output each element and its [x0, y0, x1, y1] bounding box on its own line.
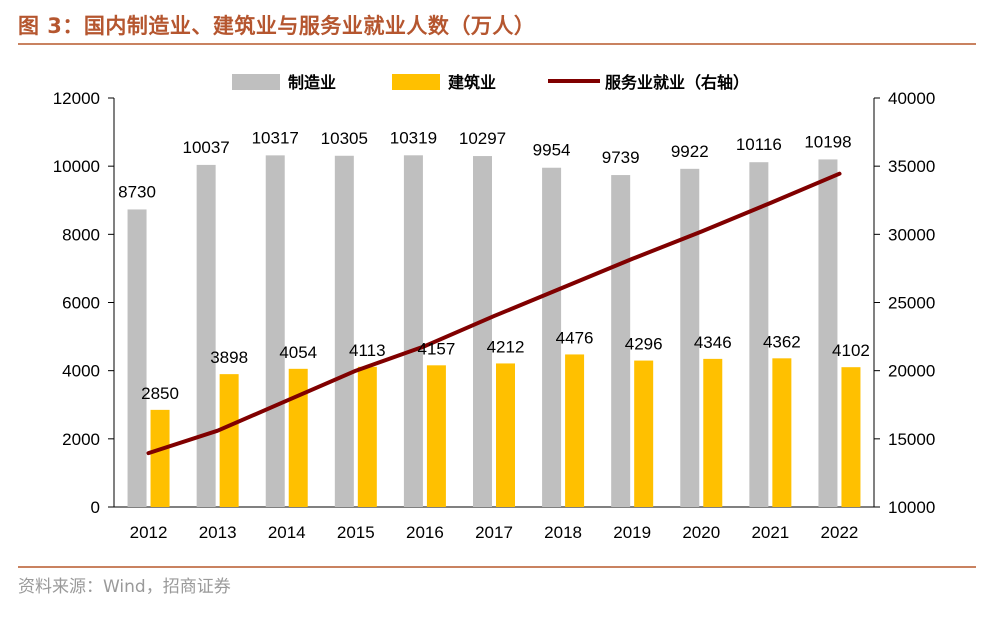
x-axis-tick-label: 2019 — [613, 523, 651, 542]
manufacturing-bar — [542, 167, 562, 507]
services-line-group — [146, 171, 842, 456]
bars — [127, 155, 861, 508]
right-axis-tick-label: 30000 — [888, 225, 935, 244]
services-line — [146, 171, 842, 456]
construction-bar — [841, 367, 861, 507]
x-axis-tick-label: 2020 — [682, 523, 720, 542]
manufacturing-bar — [473, 156, 492, 507]
construction-value-label: 2850 — [141, 384, 179, 403]
manufacturing-bar — [611, 175, 631, 507]
manufacturing-value-label: 10037 — [182, 138, 229, 157]
x-axis-tick-label: 2013 — [199, 523, 237, 542]
construction-value-label: 4346 — [694, 333, 732, 352]
right-axis-tick-label: 35000 — [888, 157, 935, 176]
construction-bar — [426, 365, 446, 507]
manufacturing-bar — [334, 155, 354, 508]
manufacturing-value-label: 10317 — [252, 128, 299, 147]
x-axis-tick-label: 2014 — [268, 523, 306, 542]
manufacturing-bar — [749, 162, 769, 507]
legend-label-construction: 建筑业 — [448, 73, 496, 92]
left-axis-tick-label: 10000 — [53, 157, 100, 176]
figure-title: 图 3：国内制造业、建筑业与服务业就业人数（万人） — [18, 14, 536, 38]
x-axis-tick-label: 2017 — [475, 523, 513, 542]
manufacturing-value-label: 10305 — [321, 129, 368, 148]
source-note: 资料来源：Wind，招商证券 — [18, 577, 231, 597]
left-axis-tick-label: 12000 — [53, 89, 100, 108]
construction-bar — [288, 368, 308, 507]
construction-value-label: 4054 — [279, 343, 317, 362]
manufacturing-bar — [196, 164, 216, 507]
manufacturing-value-label: 8730 — [118, 182, 156, 201]
construction-value-label: 4212 — [487, 337, 525, 356]
right-axis-tick-label: 15000 — [888, 430, 935, 449]
construction-bar — [219, 374, 239, 507]
manufacturing-bar — [680, 168, 700, 507]
x-axis-tick-label: 2015 — [337, 523, 375, 542]
construction-bar — [150, 409, 170, 507]
construction-value-label: 4296 — [625, 335, 663, 354]
manufacturing-value-label: 9954 — [533, 141, 571, 160]
left-axis-tick-label: 6000 — [62, 294, 100, 313]
construction-value-label: 3898 — [210, 348, 248, 367]
x-axis-tick-label: 2018 — [544, 523, 582, 542]
manufacturing-bar — [818, 159, 838, 508]
legend-swatch-manufacturing — [232, 74, 280, 90]
legend-swatch-construction — [392, 74, 440, 90]
left-axis-tick-label: 4000 — [62, 362, 100, 381]
manufacturing-bar — [265, 155, 285, 507]
legend-label-services: 服务业就业（右轴） — [605, 73, 749, 92]
manufacturing-bar — [403, 155, 423, 508]
title-rule — [18, 43, 976, 45]
construction-bar — [496, 363, 515, 507]
construction-value-label: 4157 — [417, 339, 455, 358]
manufacturing-value-label: 9739 — [602, 148, 640, 167]
right-axis-tick-label: 25000 — [888, 294, 935, 313]
left-axis-tick-label: 2000 — [62, 430, 100, 449]
construction-value-label: 4362 — [763, 332, 801, 351]
construction-value-label: 4113 — [349, 341, 386, 360]
manufacturing-value-label: 10116 — [736, 135, 782, 154]
right-axis-tick-label: 40000 — [888, 89, 935, 108]
legend: 制造业 建筑业 服务业就业（右轴） — [232, 73, 749, 92]
x-axis-tick-label: 2021 — [751, 523, 789, 542]
x-axis-tick-label: 2012 — [130, 523, 168, 542]
right-axis-tick-label: 10000 — [888, 498, 935, 517]
manufacturing-bar — [127, 209, 147, 507]
construction-bar — [634, 360, 654, 507]
construction-bar — [357, 366, 377, 507]
construction-bar — [772, 358, 792, 507]
right-axis-tick-label: 20000 — [888, 362, 935, 381]
legend-label-manufacturing: 制造业 — [288, 73, 336, 92]
construction-bar — [565, 354, 585, 507]
chart: 制造业 建筑业 服务业就业（右轴） 0 2000 4000 6000 8000 10000… — [53, 73, 936, 542]
x-axis-tick-label: 2016 — [406, 523, 444, 542]
axes: 0 2000 4000 6000 8000 10000 12000 10000 15000 200… — [53, 89, 936, 542]
data-labels: 8730 2850 10037 3898 10317 4054 10305 4113 10319… — [118, 128, 870, 403]
manufacturing-value-label: 10198 — [804, 132, 851, 151]
x-axis-tick-label: 2022 — [821, 523, 859, 542]
left-axis-tick-label: 0 — [91, 498, 100, 517]
manufacturing-value-label: 10319 — [390, 128, 437, 147]
construction-bar — [703, 358, 723, 507]
construction-value-label: 4102 — [832, 341, 870, 360]
left-axis-tick-label: 8000 — [62, 225, 100, 244]
manufacturing-value-label: 9922 — [671, 142, 709, 161]
footer-rule — [18, 566, 976, 568]
manufacturing-value-label: 10297 — [459, 129, 506, 148]
construction-value-label: 4476 — [556, 328, 594, 347]
